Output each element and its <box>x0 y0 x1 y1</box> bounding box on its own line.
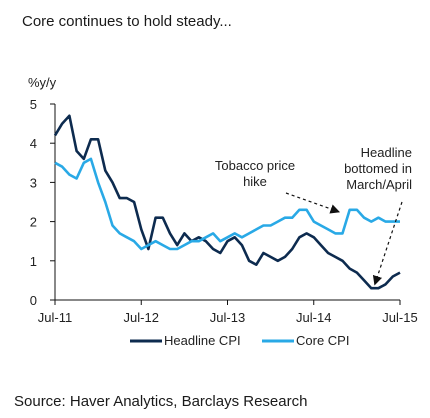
annotation-headline-bottom: Headline bottomed in March/April <box>344 145 412 192</box>
cpi-line-chart: %y/y 0 1 2 3 4 5 Jul-11 Jul-12 Jul-13 Jul-14 Jul-… <box>28 75 418 348</box>
series-line-core <box>54 157 400 251</box>
x-tick-label: Jul-13 <box>210 310 245 325</box>
x-tick-label: Jul-11 <box>38 310 72 325</box>
annotation-tobacco: Tobacco price hike <box>215 158 295 189</box>
y-tick-label: 4 <box>30 136 37 151</box>
y-tick-label: 2 <box>30 215 37 230</box>
y-tick-label: 3 <box>30 175 37 190</box>
legend-label-core: Core CPI <box>296 333 349 348</box>
annotation-arrow-headline <box>372 201 403 286</box>
x-tick-label: Jul-14 <box>296 310 331 325</box>
page-title: Core continues to hold steady... <box>22 13 232 30</box>
x-tick-label: Jul-15 <box>382 310 417 325</box>
y-axis-label: %y/y <box>28 75 57 90</box>
legend-label-headline: Headline CPI <box>164 333 241 348</box>
y-tick-label: 1 <box>30 254 37 269</box>
legend: Headline CPI Core CPI <box>130 333 349 348</box>
annotation-arrow-tobacco <box>285 192 341 214</box>
source-note: Source: Haver Analytics, Barclays Resear… <box>14 393 308 410</box>
x-tick-label: Jul-12 <box>124 310 159 325</box>
y-tick-label: 0 <box>30 293 37 308</box>
y-tick-label: 5 <box>30 97 37 112</box>
series-line-headline <box>53 114 401 290</box>
